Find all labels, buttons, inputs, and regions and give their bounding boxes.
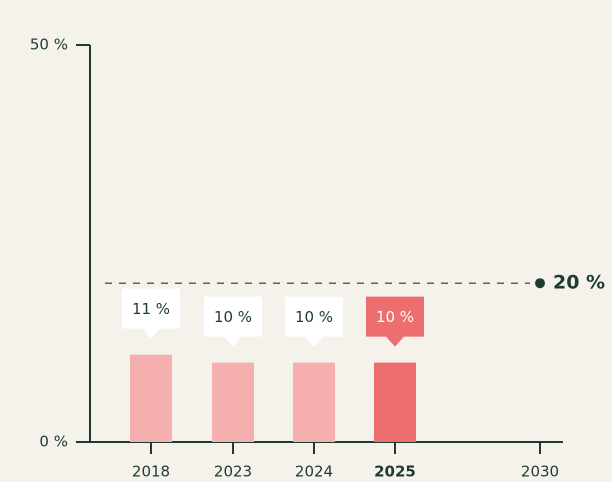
x-tick-label: 2030 — [521, 463, 559, 481]
x-tick-label: 2018 — [132, 463, 170, 481]
bar — [374, 362, 416, 442]
value-label: 11 % — [132, 300, 170, 318]
x-tick-label: 2024 — [295, 463, 333, 481]
label-box — [285, 296, 343, 347]
label-box — [204, 296, 262, 347]
x-tick-label: 2025 — [374, 463, 416, 481]
y-tick-label: 0 % — [39, 433, 68, 451]
target-label: 20 % — [553, 272, 605, 294]
value-label: 10 % — [214, 308, 252, 326]
label-box — [122, 288, 180, 339]
value-label: 10 % — [295, 308, 333, 326]
x-tick-label: 2023 — [214, 463, 252, 481]
label-box — [366, 296, 424, 347]
bar — [293, 362, 335, 442]
bar — [130, 354, 172, 442]
bar — [212, 362, 254, 442]
value-label: 10 % — [376, 308, 414, 326]
target-dot — [535, 278, 545, 289]
y-tick-label: 50 % — [30, 36, 68, 54]
